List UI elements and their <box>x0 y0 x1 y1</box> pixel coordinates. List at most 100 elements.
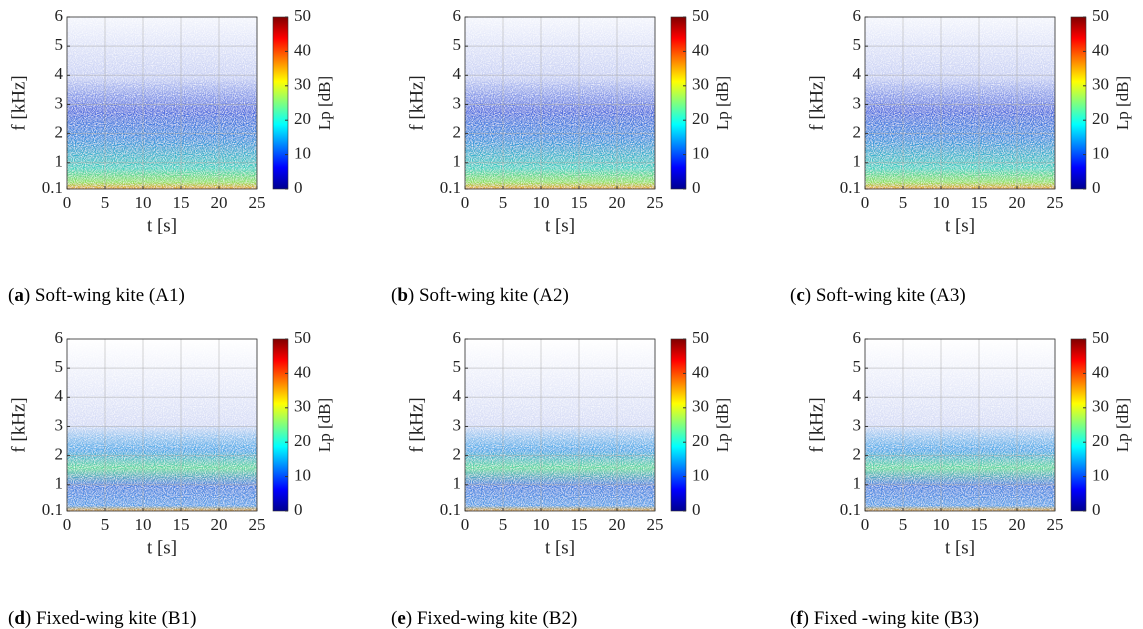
caption-part: ) Soft-wing kite (A3) <box>805 285 966 306</box>
x-axis-label: t [s] <box>545 537 575 558</box>
colorbar <box>1070 338 1087 512</box>
x-tick-label: 15 <box>971 193 988 212</box>
caption-part: ( <box>8 285 14 306</box>
y-axis-label: f [kHz] <box>406 397 427 452</box>
colorbar-label: Lp [dB] <box>1113 398 1132 452</box>
panel: 0 5 10 15 20 25 0.1 1 2 3 4 5 6 t [s] f [kHz] 0 10 20 30 40… <box>406 6 732 236</box>
colorbar-tick-label: 40 <box>1092 362 1109 381</box>
colorbar-label: Lp [dB] <box>713 398 732 452</box>
y-tick-label: 6 <box>55 6 64 25</box>
x-axis-label: t [s] <box>147 537 177 558</box>
y-tick-label: 1 <box>853 152 862 171</box>
colorbar-tick-label: 30 <box>294 75 311 94</box>
colorbar-tick-label: 50 <box>1092 328 1109 347</box>
caption: (d) Fixed-wing kite (B1) <box>8 608 196 629</box>
y-tick-label: 3 <box>453 93 462 112</box>
y-axis-label: f [kHz] <box>806 397 827 452</box>
x-tick-label: 20 <box>211 193 228 212</box>
colorbar-tick-label: 0 <box>294 500 303 519</box>
x-tick-label: 15 <box>971 515 988 534</box>
y-tick-label: 3 <box>853 93 862 112</box>
x-tick-label: 5 <box>499 193 508 212</box>
x-tick-label: 0 <box>63 193 72 212</box>
colorbar-label: Lp [dB] <box>713 76 732 130</box>
y-tick-label: 3 <box>55 415 64 434</box>
colorbar-tick-label: 40 <box>692 362 709 381</box>
x-tick-label: 5 <box>899 193 908 212</box>
colorbar-tick-label: 30 <box>692 397 709 416</box>
colorbar-tick-label: 40 <box>1092 40 1109 59</box>
x-tick-label: 10 <box>533 515 550 534</box>
colorbar-label: Lp [dB] <box>1113 76 1132 130</box>
caption: (c) Soft-wing kite (A3) <box>790 285 966 306</box>
y-tick-label: 6 <box>453 6 462 25</box>
caption-part: d <box>14 608 25 629</box>
colorbar-tick-label: 50 <box>294 6 311 25</box>
colorbar-tick-label: 10 <box>294 466 311 485</box>
x-tick-label: 0 <box>461 193 470 212</box>
colorbar-tick-label: 30 <box>294 397 311 416</box>
caption-part: ) Fixed-wing kite (B2) <box>406 608 578 629</box>
colorbar-tick-label: 10 <box>1092 466 1109 485</box>
colorbar-tick-label: 30 <box>1092 75 1109 94</box>
colorbar-tick-label: 10 <box>1092 144 1109 163</box>
y-tick-label: 3 <box>453 415 462 434</box>
y-tick-label: 6 <box>453 328 462 347</box>
x-tick-label: 5 <box>101 193 110 212</box>
caption-part: ( <box>790 608 796 629</box>
colorbar-tick-label: 20 <box>294 431 311 450</box>
panel: 0 5 10 15 20 25 0.1 1 2 3 4 5 6 t [s] f [kHz] 0 10 20 30 40… <box>8 328 334 558</box>
x-tick-label: 20 <box>609 515 626 534</box>
caption-part: ) Soft-wing kite (A2) <box>408 285 569 306</box>
y-tick-label: 0.1 <box>42 500 63 519</box>
x-tick-label: 25 <box>647 193 664 212</box>
colorbar <box>670 338 687 512</box>
x-axis-label: t [s] <box>945 215 975 236</box>
plot-frame <box>464 338 656 512</box>
y-tick-label: 4 <box>853 386 862 405</box>
y-tick-label: 4 <box>55 64 64 83</box>
colorbar <box>1070 16 1087 190</box>
caption-part: ( <box>790 285 796 306</box>
caption: (f) Fixed -wing kite (B3) <box>790 608 979 629</box>
y-tick-label: 5 <box>853 357 862 376</box>
y-tick-label: 1 <box>55 474 64 493</box>
y-tick-label: 5 <box>853 35 862 54</box>
plot-frame <box>864 338 1056 512</box>
x-tick-label: 10 <box>135 193 152 212</box>
colorbar-tick-label: 50 <box>692 328 709 347</box>
caption-part: ( <box>391 285 397 306</box>
colorbar-tick-label: 40 <box>294 362 311 381</box>
x-axis-label: t [s] <box>147 215 177 236</box>
caption-part: ( <box>391 608 397 629</box>
plot-frame <box>66 338 258 512</box>
caption-part: a <box>14 285 24 306</box>
x-tick-label: 20 <box>1009 193 1026 212</box>
colorbar-tick-label: 0 <box>1092 178 1101 197</box>
y-tick-label: 5 <box>55 35 64 54</box>
plot-frame <box>864 16 1056 190</box>
y-tick-label: 2 <box>55 123 64 142</box>
plot-frame <box>66 16 258 190</box>
colorbar-label: Lp [dB] <box>315 398 334 452</box>
colorbar-tick-label: 50 <box>692 6 709 25</box>
colorbar-tick-label: 40 <box>692 40 709 59</box>
x-tick-label: 20 <box>609 193 626 212</box>
x-axis-label: t [s] <box>945 537 975 558</box>
panel: 0 5 10 15 20 25 0.1 1 2 3 4 5 6 t [s] f [kHz] 0 10 20 30 40… <box>8 6 334 236</box>
colorbar-tick-label: 20 <box>294 109 311 128</box>
x-tick-label: 25 <box>1047 515 1064 534</box>
colorbar-tick-label: 10 <box>692 144 709 163</box>
x-tick-label: 25 <box>1047 193 1064 212</box>
y-tick-label: 2 <box>55 445 64 464</box>
x-tick-label: 15 <box>173 193 190 212</box>
y-tick-label: 6 <box>853 328 862 347</box>
caption-part: f <box>796 608 803 629</box>
x-axis-label: t [s] <box>545 215 575 236</box>
y-tick-label: 1 <box>853 474 862 493</box>
plot-frame <box>464 16 656 190</box>
colorbar-tick-label: 20 <box>692 431 709 450</box>
colorbar-tick-label: 10 <box>692 466 709 485</box>
y-tick-label: 1 <box>55 152 64 171</box>
x-tick-label: 5 <box>899 515 908 534</box>
